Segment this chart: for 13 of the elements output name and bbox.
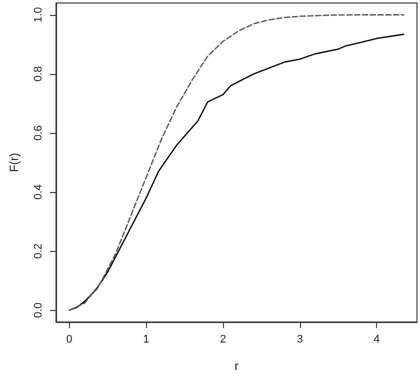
y-tick-label: 0.2 <box>32 243 44 259</box>
y-tick-label: 0.6 <box>32 125 44 141</box>
y-tick-label: 0.0 <box>32 302 44 318</box>
y-axis-title: F(r) <box>7 152 21 172</box>
y-tick-label: 1.0 <box>32 7 44 22</box>
x-tick-label: 4 <box>374 334 380 346</box>
x-tick-label: 1 <box>143 334 150 346</box>
x-axis-title: r <box>234 359 238 373</box>
x-tick-label: 0 <box>66 334 72 346</box>
y-tick-label: 0.4 <box>32 184 44 200</box>
x-tick-label: 2 <box>220 334 226 346</box>
y-tick-label: 0.8 <box>32 66 44 82</box>
x-tick-label: 3 <box>296 334 303 346</box>
